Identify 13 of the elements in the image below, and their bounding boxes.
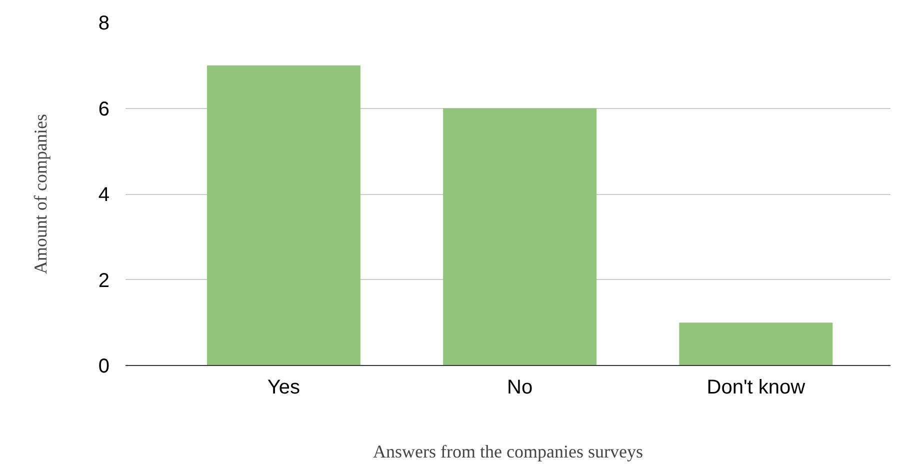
y-tick-label: 8 bbox=[98, 12, 110, 34]
y-axis-title: Amount of companies bbox=[30, 114, 50, 274]
x-tick-label: Don't know bbox=[706, 376, 806, 398]
x-tick-label: No bbox=[507, 376, 533, 398]
bar bbox=[679, 322, 833, 366]
y-tick-label: 0 bbox=[98, 356, 110, 378]
x-axis-title: Answers from the companies surveys bbox=[373, 442, 643, 462]
y-tick-label: 4 bbox=[98, 184, 110, 206]
x-tick-label: Yes bbox=[267, 376, 300, 398]
y-tick-label: 2 bbox=[98, 270, 110, 292]
bar bbox=[206, 65, 360, 366]
bar bbox=[443, 108, 597, 366]
y-tick-label: 6 bbox=[98, 98, 110, 120]
